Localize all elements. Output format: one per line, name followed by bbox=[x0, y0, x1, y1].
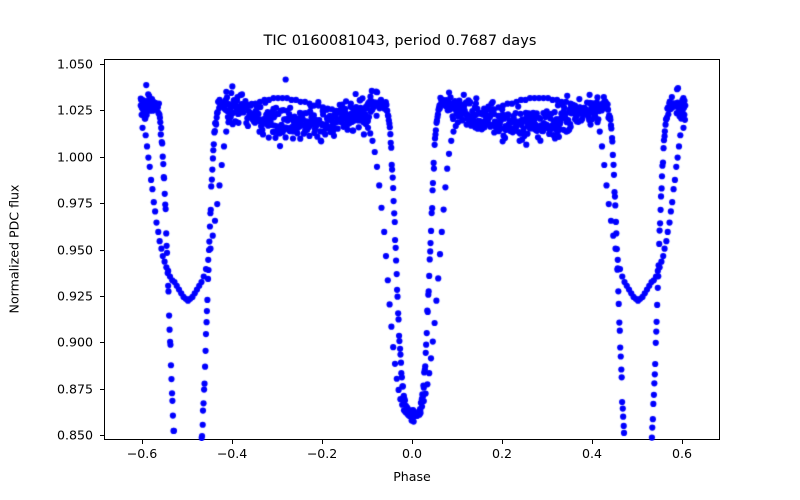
y-tick-mark bbox=[100, 249, 104, 251]
x-tick-label: −0.6 bbox=[126, 446, 158, 461]
y-tick-mark bbox=[100, 156, 104, 158]
x-tick-mark bbox=[321, 440, 323, 444]
plot-axes bbox=[104, 59, 721, 441]
y-tick-mark bbox=[100, 435, 104, 437]
scatter-data-layer bbox=[105, 60, 721, 441]
y-tick-label: 1.050 bbox=[56, 56, 93, 72]
x-axis-label: Phase bbox=[393, 469, 431, 484]
x-tick-label: −0.4 bbox=[216, 446, 248, 461]
y-tick-mark bbox=[100, 63, 104, 65]
y-tick-label: 0.925 bbox=[56, 288, 93, 304]
y-tick-label: 0.950 bbox=[56, 242, 93, 257]
x-tick-label: 0.0 bbox=[401, 446, 423, 461]
y-tick-mark bbox=[100, 342, 104, 344]
y-tick-mark bbox=[100, 203, 104, 205]
x-tick-mark bbox=[412, 440, 413, 444]
y-tick-label: 0.875 bbox=[56, 381, 93, 397]
y-tick-mark bbox=[100, 295, 104, 297]
x-tick-label: 0.4 bbox=[581, 446, 603, 461]
x-tick-mark bbox=[141, 440, 143, 444]
x-tick-label: 0.6 bbox=[672, 446, 693, 461]
y-tick-label: 1.025 bbox=[56, 102, 93, 118]
x-tick-mark bbox=[502, 440, 503, 444]
y-tick-label: 1.000 bbox=[56, 149, 93, 165]
x-tick-mark bbox=[682, 440, 684, 444]
y-tick-label: 0.850 bbox=[56, 427, 93, 443]
x-tick-mark bbox=[231, 440, 233, 444]
y-tick-label: 0.975 bbox=[56, 195, 93, 211]
page-title: TIC 0160081043, period 0.7687 days bbox=[263, 33, 537, 49]
x-tick-label: 0.2 bbox=[491, 446, 513, 461]
y-tick-mark bbox=[100, 388, 104, 390]
y-axis-label: Normalized PDC flux bbox=[6, 184, 22, 314]
x-tick-mark bbox=[592, 440, 593, 444]
y-tick-mark bbox=[100, 110, 104, 112]
x-tick-label: −0.2 bbox=[306, 446, 338, 461]
y-tick-label: 0.900 bbox=[56, 334, 93, 350]
